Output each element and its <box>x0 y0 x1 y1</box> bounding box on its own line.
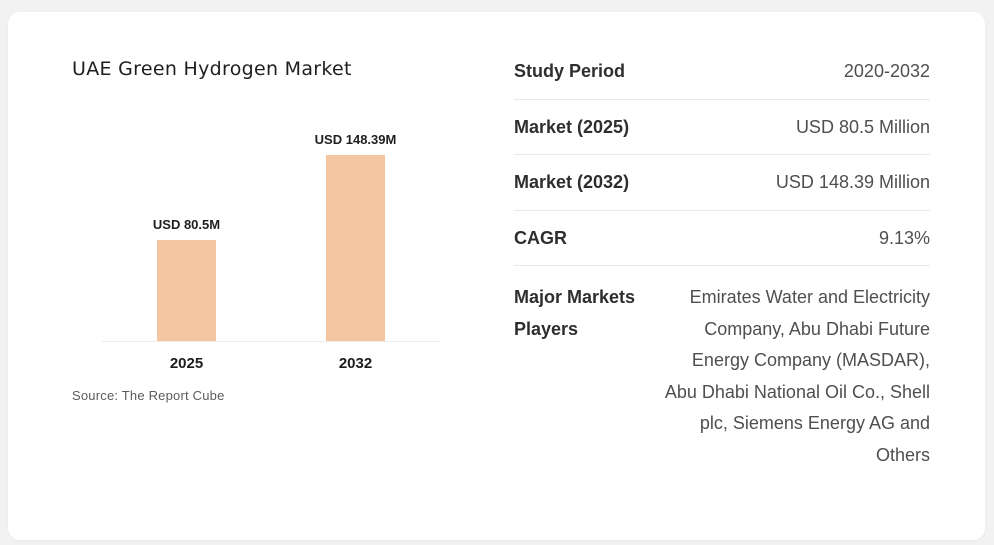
table-row-label: CAGR <box>514 227 567 248</box>
table-row-value: USD 148.39 Million <box>775 172 930 192</box>
chart-source: Source: The Report Cube <box>72 388 225 403</box>
bar <box>157 240 216 341</box>
table-row-value: Emirates Water and Electricity Company, … <box>664 287 930 465</box>
bar-value-label: USD 80.5M <box>152 217 221 232</box>
x-axis-tick-label: 2025 <box>169 355 204 372</box>
market-summary-card: UAE Green Hydrogen Market USD 80.5M USD 1… <box>8 12 985 540</box>
chart-section: UAE Green Hydrogen Market USD 80.5M USD 1… <box>8 12 478 540</box>
table-row-label: Market (2025) <box>514 116 630 137</box>
bar-chart-x-axis: 2025 2032 <box>102 342 440 372</box>
table-row-label: Study Period <box>514 61 626 81</box>
table-row: Study Period 2020-2032 <box>514 44 930 100</box>
table-row-value: 2020-2032 <box>843 61 930 81</box>
table-row: CAGR 9.13% <box>514 211 930 266</box>
bar-group: USD 148.39M <box>271 132 440 341</box>
table-row-label: Major Markets Players <box>514 287 636 339</box>
bar-chart-plot: USD 80.5M USD 148.39M <box>102 128 440 342</box>
table-row: Major Markets Players Emirates Water and … <box>514 266 930 487</box>
table-row-value: 9.13% <box>878 227 930 248</box>
bar-group: USD 80.5M <box>102 217 271 341</box>
x-axis-tick-label: 2032 <box>338 355 373 372</box>
table-row-label: Market (2032) <box>514 172 630 192</box>
bar-value-label: USD 148.39M <box>314 132 397 147</box>
bar <box>326 155 385 341</box>
table-row: Market (2032) USD 148.39 Million <box>514 155 930 211</box>
table-row: Market (2025) USD 80.5 Million <box>514 100 930 155</box>
table-row-value: USD 80.5 Million <box>795 116 930 137</box>
chart-title: UAE Green Hydrogen Market <box>72 58 352 80</box>
info-table: Study Period 2020-2032 Market (2025) USD 80… <box>478 12 985 540</box>
